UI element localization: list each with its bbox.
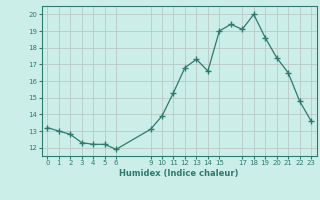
X-axis label: Humidex (Indice chaleur): Humidex (Indice chaleur) [119,169,239,178]
